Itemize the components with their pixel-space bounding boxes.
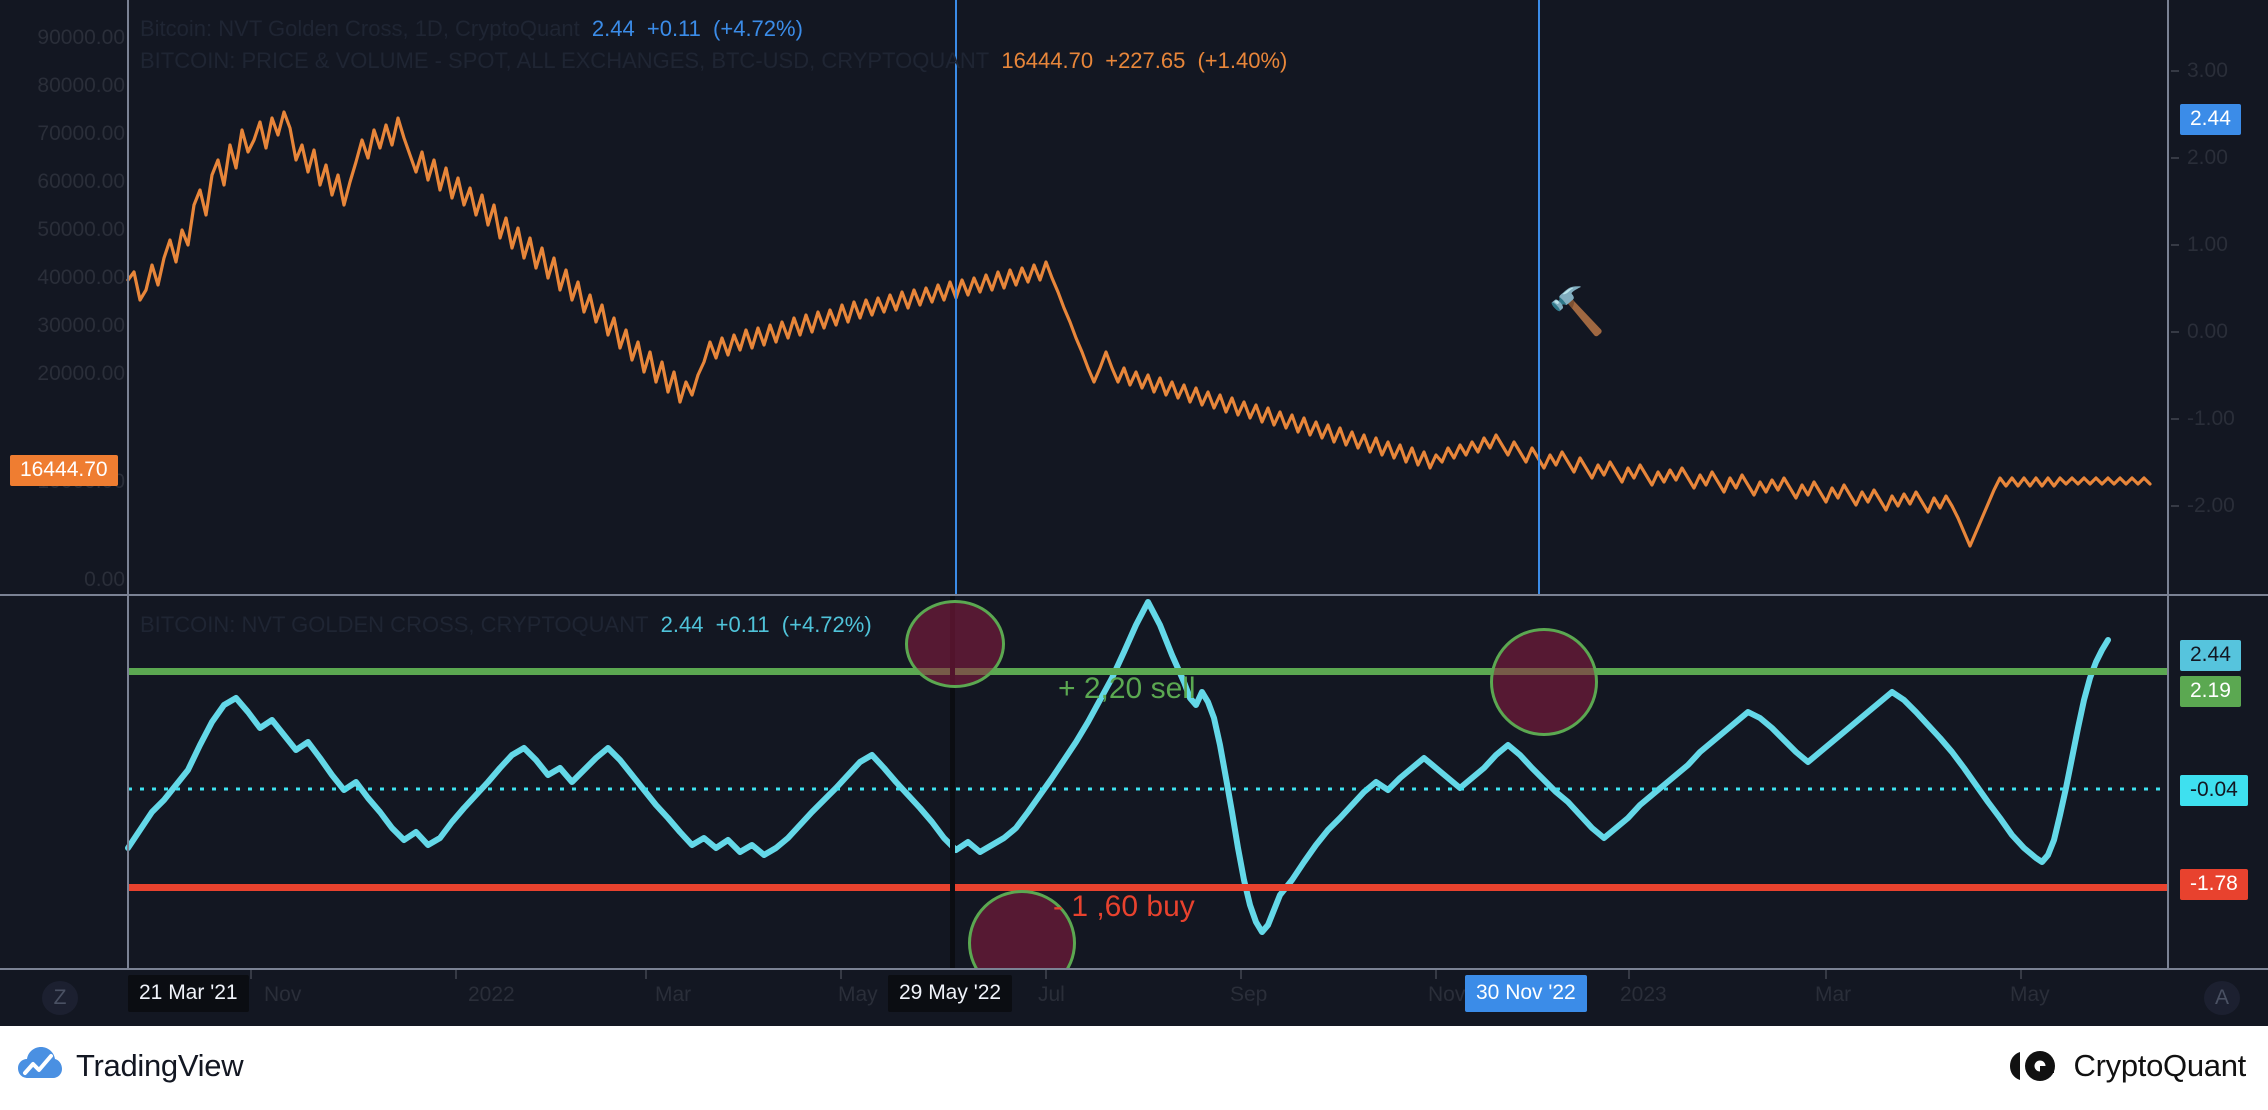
time-tick-label: Mar [1815, 983, 1852, 1006]
nvt-value-pill[interactable]: 2.44 [2180, 640, 2241, 672]
time-tickmark [1435, 970, 1437, 979]
tradingview-cloud-icon [18, 1047, 62, 1078]
sell-signal-circle-1[interactable] [905, 600, 1005, 688]
right-axis-tick: -2.00 [2187, 494, 2235, 517]
auto-scale-button[interactable]: A [2204, 981, 2240, 1015]
zoom-reset-button[interactable]: Z [42, 981, 78, 1015]
time-tickmark [1240, 970, 1242, 979]
left-axis-tick: 30000.00 [37, 314, 125, 337]
sell-level-pill[interactable]: 2.19 [2180, 676, 2241, 708]
cursor-vline-may[interactable] [955, 0, 957, 596]
price-legend-value: 16444.70 [1001, 48, 1094, 73]
left-axis-tick: 90000.00 [37, 26, 125, 49]
time-tick-label: 2023 [1620, 983, 1667, 1006]
footer: TradingView CryptoQuant [0, 1026, 2268, 1110]
left-axis-tick: 60000.00 [37, 170, 125, 193]
lower-legend-row[interactable]: BITCOIN: NVT GOLDEN CROSS, CRYPTOQUANT 2… [140, 612, 878, 638]
right-axis-tick: 0.00 [2187, 320, 2228, 343]
lower-legend-change: +0.11 [715, 612, 770, 637]
lower-legend-value: 2.44 [660, 612, 704, 637]
nvt-value-pill-upper[interactable]: 2.44 [2180, 104, 2241, 136]
lower-legend-change-pct: (+4.72%) [781, 612, 872, 637]
left-axis-tick: 0.00 [84, 568, 125, 591]
right-axis-tickmark [2171, 70, 2179, 72]
right-axis-tick: 1.00 [2187, 233, 2228, 256]
upper-legend-value: 2.44 [591, 16, 635, 41]
crosshair-vline[interactable] [950, 596, 955, 994]
time-axis[interactable]: Z A 21 Mar '21 Nov 2022 Mar May 29 May '… [0, 970, 2268, 1026]
sell-signal-circle-2[interactable] [1490, 628, 1598, 736]
left-axis-tick: 50000.00 [37, 218, 125, 241]
pane-divider[interactable] [0, 594, 2268, 596]
nvt-pane[interactable] [0, 596, 2268, 970]
left-axis-tick: 80000.00 [37, 74, 125, 97]
right-axis-tick: 3.00 [2187, 59, 2228, 82]
time-tick-label: May [838, 983, 878, 1006]
time-tickmark [2020, 970, 2022, 979]
upper-legend-change-pct: (+4.72%) [713, 16, 803, 41]
left-axis-tick: 20000.00 [37, 362, 125, 385]
time-tickmark [1825, 970, 1827, 979]
upper-legend-row-1[interactable]: Bitcoin: NVT Golden Cross, 1D, CryptoQua… [140, 16, 809, 42]
buy-annotation-label: - 1 ,60 buy [1053, 890, 1195, 923]
time-tickmark [455, 970, 457, 979]
right-axis-tickmark [2171, 244, 2179, 246]
left-axis-tick: 40000.00 [37, 266, 125, 289]
plot-left-border [127, 0, 129, 970]
sell-annotation-label: + 2,20 sell [1058, 672, 1196, 705]
buy-level-line[interactable] [128, 884, 2168, 891]
hammer-icon: 🔨 [1548, 285, 1606, 337]
time-tick-label: Nov [1428, 983, 1466, 1006]
time-tickmark [1045, 970, 1047, 979]
time-tick-label: Mar [655, 983, 692, 1006]
time-tickmark [645, 970, 647, 979]
cryptoquant-logo-text: CryptoQuant [2073, 1048, 2247, 1083]
time-tick-label: Jul [1038, 983, 1065, 1006]
left-axis-tick: 70000.00 [37, 122, 125, 145]
cursor-vline-nov[interactable] [1538, 0, 1540, 596]
cryptoquant-logo[interactable]: CryptoQuant [2009, 1048, 2247, 1084]
price-legend-change-pct: (+1.40%) [1197, 48, 1288, 73]
price-legend-title: BITCOIN: PRICE & VOLUME - SPOT, ALL EXCH… [140, 48, 990, 73]
sell-level-line[interactable] [128, 668, 2168, 675]
tradingview-logo[interactable]: TradingView [18, 1046, 244, 1086]
time-tick-label: Nov [264, 983, 302, 1006]
time-tickmark [840, 970, 842, 979]
right-axis-tickmark [2171, 331, 2179, 333]
lower-legend-title: BITCOIN: NVT GOLDEN CROSS, CRYPTOQUANT [140, 612, 649, 637]
plot-right-border [2167, 0, 2169, 970]
time-tick-label: Sep [1230, 983, 1268, 1006]
right-axis-tickmark [2171, 157, 2179, 159]
upper-legend-title: Bitcoin: NVT Golden Cross, 1D, CryptoQua… [140, 16, 580, 41]
tradingview-logo-text: TradingView [76, 1048, 244, 1083]
time-tickmark [250, 970, 252, 979]
nvt-line-series [125, 599, 2111, 935]
right-axis-tickmark [2171, 505, 2179, 507]
mid-level-pill[interactable]: -0.04 [2180, 775, 2248, 807]
timeaxis-top-border [0, 968, 2268, 970]
time-tickmark [1628, 970, 1630, 979]
price-legend-change: +227.65 [1105, 48, 1186, 73]
price-pane[interactable] [0, 0, 2268, 595]
time-tick-label: 2022 [468, 983, 515, 1006]
time-badge-current[interactable]: 30 Nov '22 [1465, 975, 1587, 1012]
cryptoquant-mark-icon [2009, 1051, 2055, 1081]
right-axis-tick: 2.00 [2187, 146, 2228, 169]
mid-level-line [128, 787, 2168, 791]
chart-area[interactable]: + 2,20 sell - 1 ,60 buy 🔨 90000.00 80000… [0, 0, 2268, 1026]
upper-legend-change: +0.11 [646, 16, 701, 41]
buy-level-pill[interactable]: -1.78 [2180, 869, 2248, 901]
time-badge-crosshair[interactable]: 29 May '22 [888, 975, 1013, 1012]
current-price-pill[interactable]: 16444.70 [10, 455, 118, 487]
upper-legend-row-2[interactable]: BITCOIN: PRICE & VOLUME - SPOT, ALL EXCH… [140, 48, 1293, 74]
right-axis-tick: -1.00 [2187, 407, 2235, 430]
time-tick-label: May [2010, 983, 2050, 1006]
time-badge-start[interactable]: 21 Mar '21 [128, 975, 249, 1012]
price-line-series [126, 110, 2152, 548]
right-axis-tickmark [2171, 418, 2179, 420]
